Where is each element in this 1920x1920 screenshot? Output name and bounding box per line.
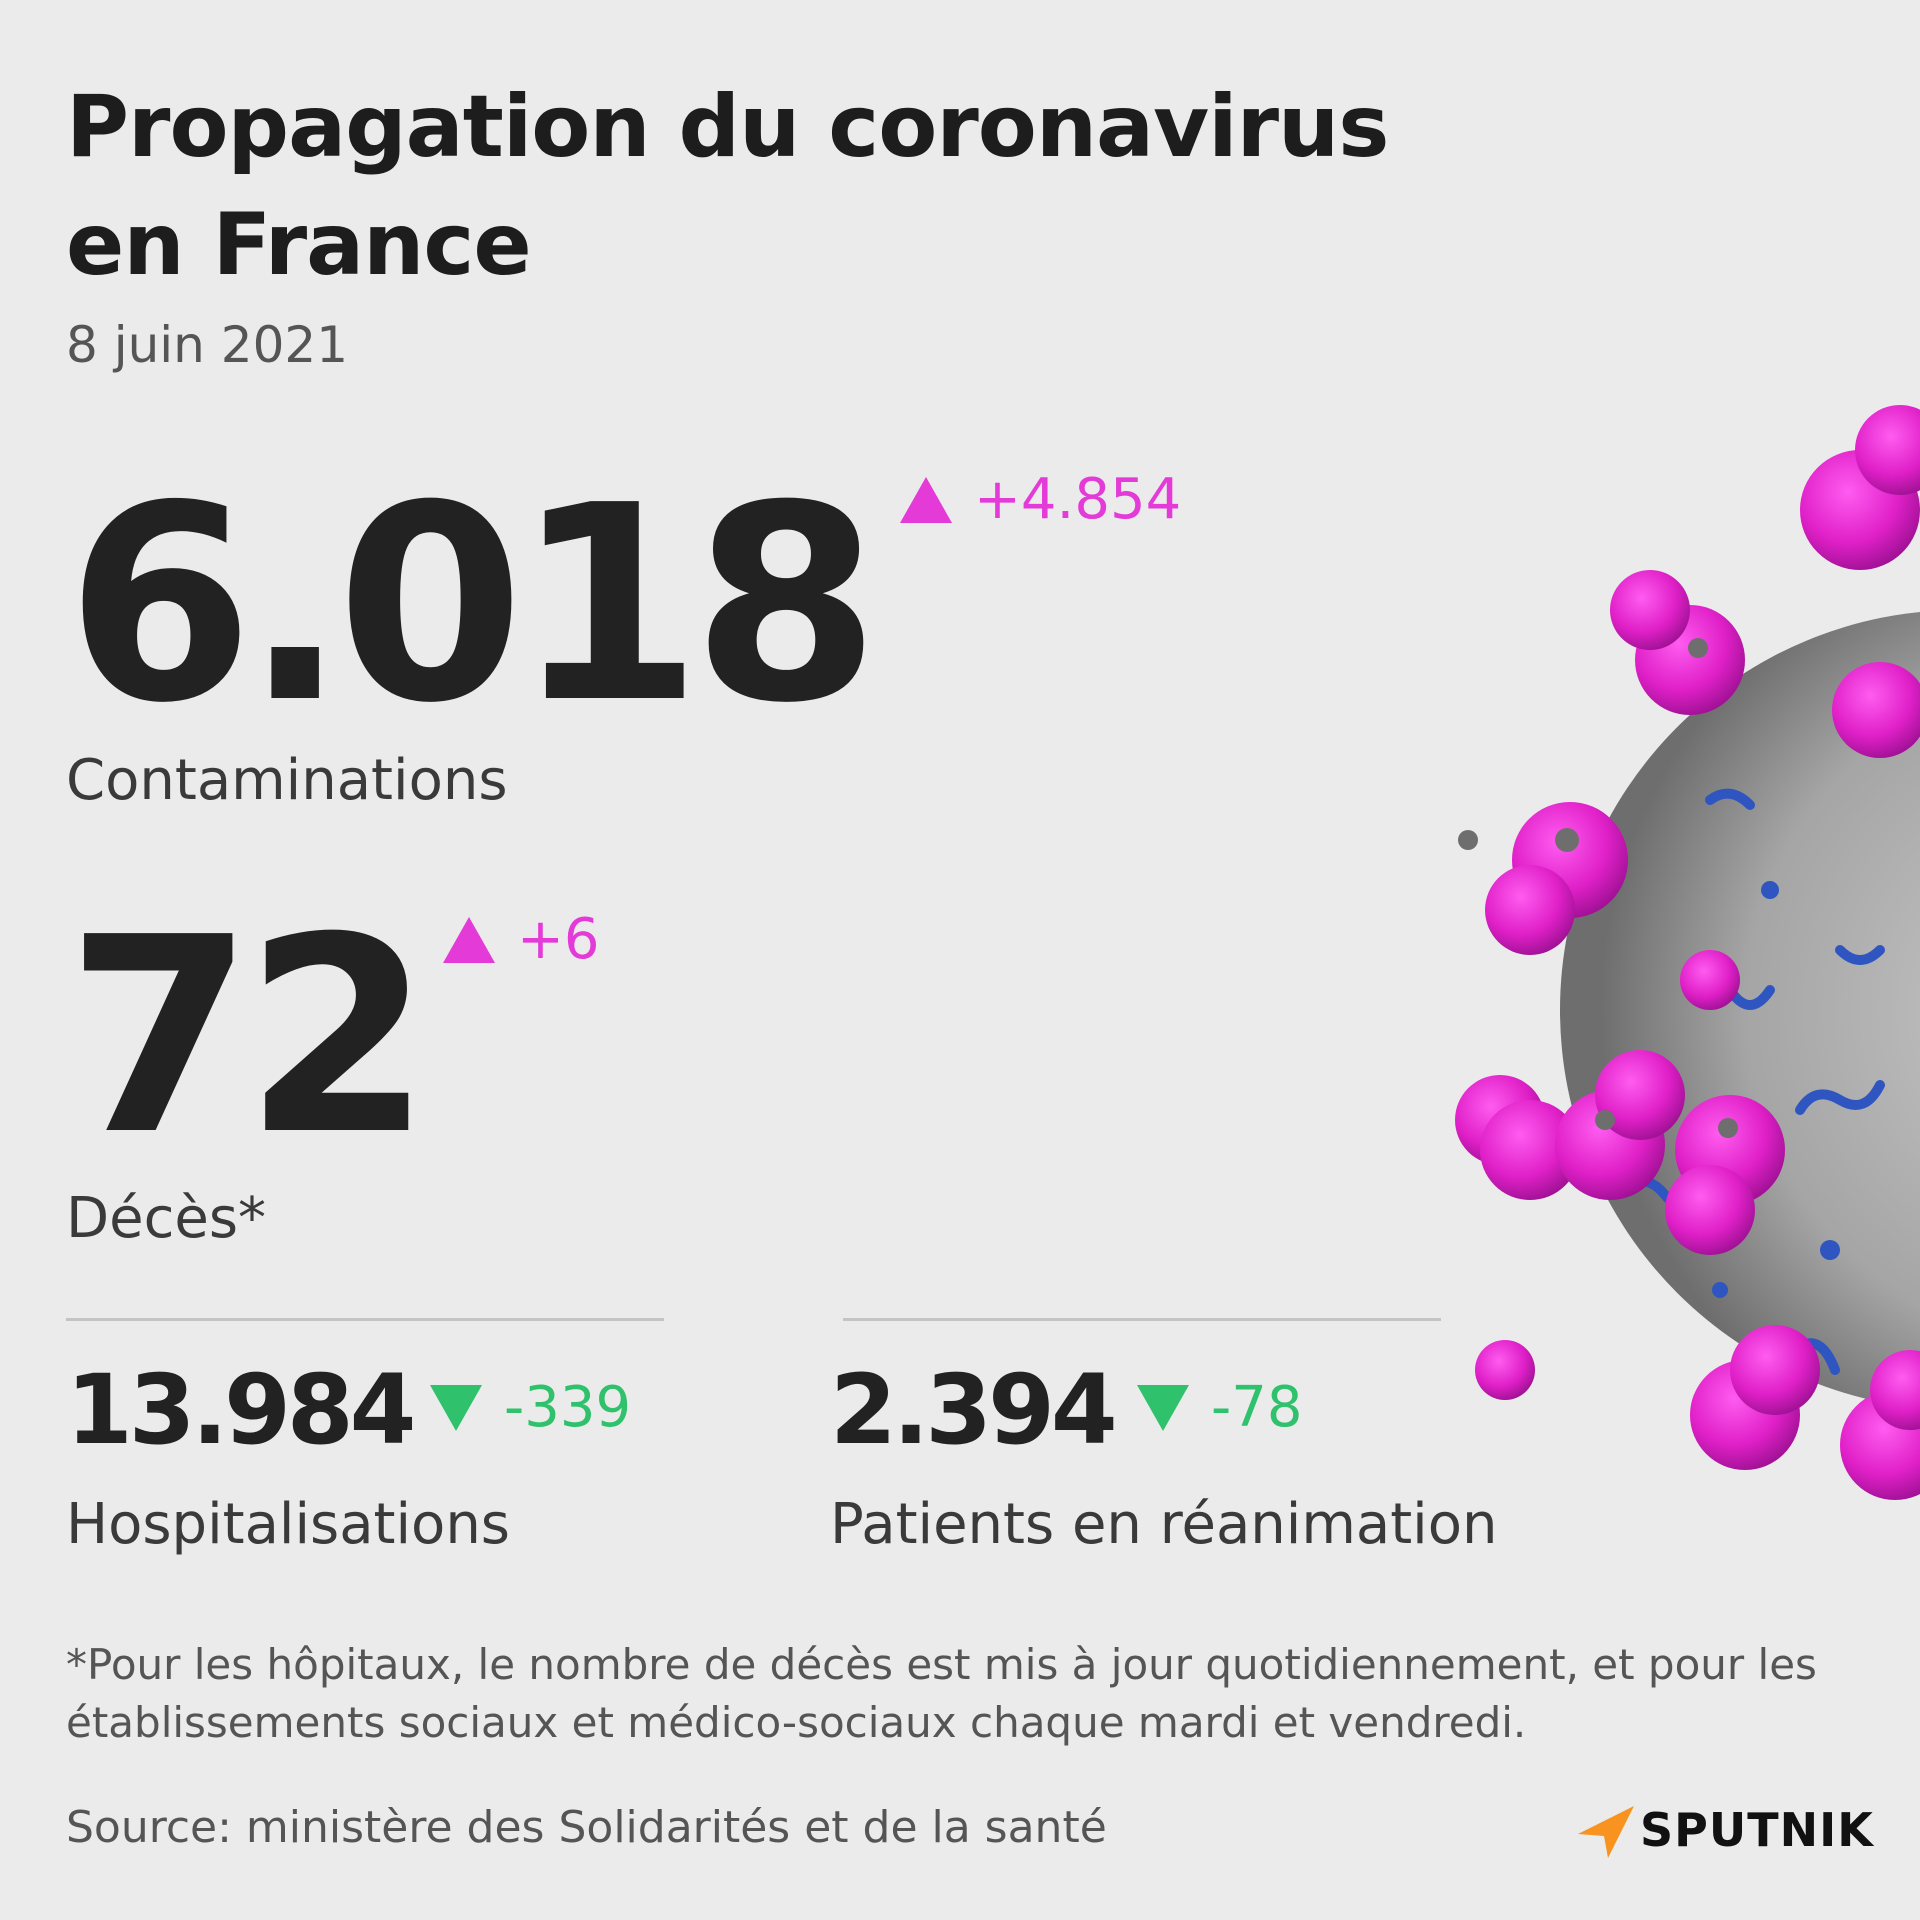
hospitalisations-delta: -339	[430, 1380, 631, 1436]
triangle-down-icon	[1137, 1385, 1189, 1431]
contaminations-delta: +4.854	[900, 472, 1181, 528]
hospitalisations-delta-value: -339	[504, 1375, 632, 1440]
triangle-up-icon	[443, 917, 495, 963]
deces-label: Décès*	[66, 1186, 266, 1251]
reanimation-delta-value: -78	[1211, 1375, 1303, 1440]
contaminations-delta-value: +4.854	[974, 467, 1182, 532]
sputnik-logo: SPUTNIK	[1574, 1800, 1874, 1860]
contaminations-value: 6.018	[66, 447, 880, 762]
sputnik-logo-icon	[1578, 1806, 1634, 1858]
source-text: Source: ministère des Solidarités et de …	[66, 1802, 1107, 1853]
hospitalisations-label: Hospitalisations	[66, 1492, 510, 1557]
brand-name: SPUTNIK	[1640, 1803, 1874, 1857]
reanimation-value: 2.394	[830, 1354, 1118, 1466]
deces-delta: +6	[443, 912, 600, 968]
report-date: 8 juin 2021	[66, 316, 349, 374]
footnote: *Pour les hôpitaux, le nombre de décès e…	[66, 1640, 1817, 1747]
divider-right	[843, 1318, 1441, 1321]
reanimation-label: Patients en réanimation	[830, 1492, 1498, 1557]
coronavirus-illustration	[1455, 405, 1920, 1500]
deces-value: 72	[66, 879, 432, 1194]
divider-left	[66, 1318, 664, 1321]
triangle-up-icon	[900, 477, 952, 523]
triangle-down-icon	[430, 1385, 482, 1431]
hospitalisations-value: 13.984	[66, 1354, 416, 1466]
page-title: Propagation du coronavirus en France	[66, 77, 1389, 295]
reanimation-delta: -78	[1137, 1380, 1302, 1436]
deces-delta-value: +6	[517, 907, 600, 972]
contaminations-label: Contaminations	[66, 748, 508, 813]
